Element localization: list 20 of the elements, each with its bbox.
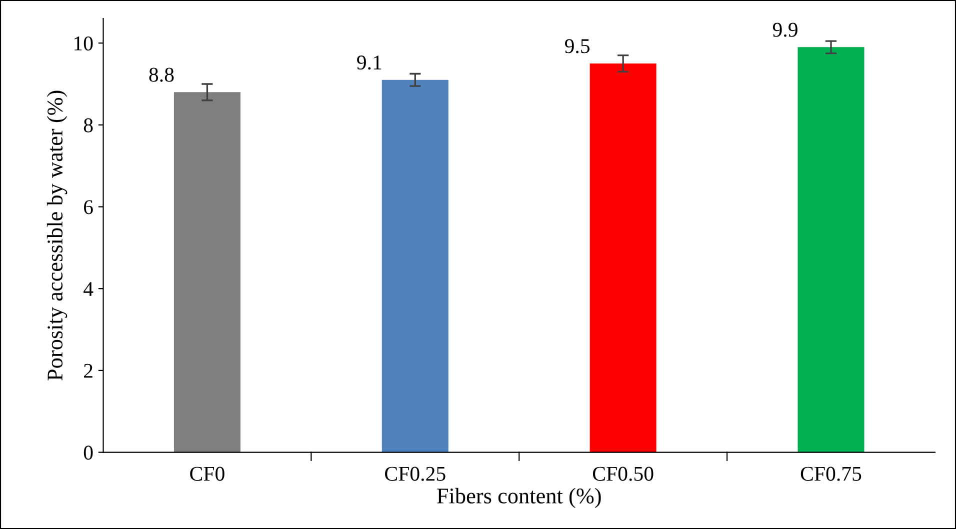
bar <box>382 80 448 452</box>
bar <box>174 92 240 452</box>
data-label: 9.1 <box>357 56 382 70</box>
data-label: 9.5 <box>564 39 590 54</box>
y-tick-label: 4 <box>84 282 94 296</box>
y-tick-label: 0 <box>84 446 93 460</box>
y-tick-label: 10 <box>74 36 93 50</box>
bar <box>590 64 656 452</box>
bar <box>798 47 864 452</box>
x-tick-label: CF0.25 <box>385 466 446 481</box>
x-tick-label: CF0.75 <box>800 466 862 481</box>
data-label: 8.8 <box>149 68 174 82</box>
y-tick-label: 6 <box>84 200 93 214</box>
y-axis-title: Porosity accessible by water (%) <box>46 90 68 380</box>
y-tick-label: 2 <box>84 364 92 378</box>
y-tick-label: 8 <box>84 118 93 132</box>
data-label: 9.9 <box>772 22 798 37</box>
x-axis-title: Fibers content (%) <box>437 488 601 508</box>
x-tick-label: CF0.50 <box>592 466 654 481</box>
x-tick-label: CF0 <box>190 466 224 481</box>
